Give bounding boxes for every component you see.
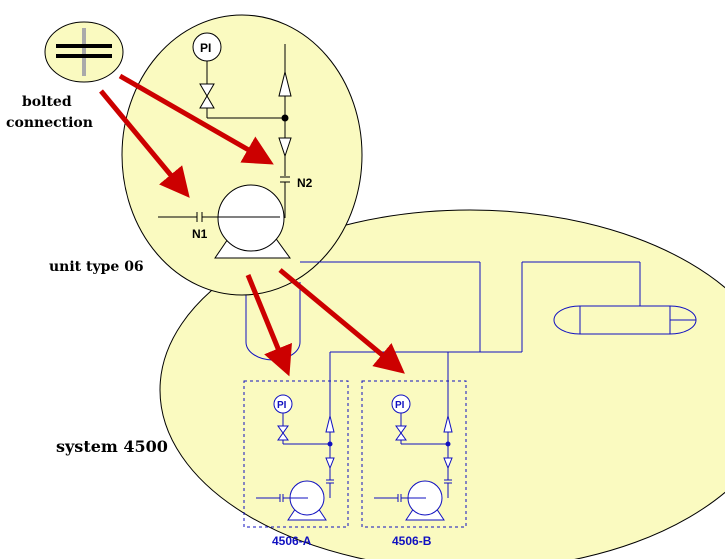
bolted-label-line1: bolted xyxy=(22,94,72,110)
bolted-connection-symbol xyxy=(44,21,124,83)
nozzle-n1-label: N1 xyxy=(192,227,208,241)
pi-b-label: PI xyxy=(395,400,405,411)
tank xyxy=(553,305,697,335)
nozzle-n2-label: N2 xyxy=(297,176,313,190)
system-piping xyxy=(300,261,641,416)
unit-a-schematic xyxy=(256,394,335,521)
arrow-to-unit-a xyxy=(245,274,292,377)
bolted-label-line2: connection xyxy=(6,115,93,131)
unit-type-label: unit type 06 xyxy=(49,259,144,275)
red-arrows xyxy=(99,73,405,377)
unit-b-schematic xyxy=(374,394,453,521)
system-label: system 4500 xyxy=(56,437,168,456)
unit-schematic xyxy=(158,32,292,259)
unit-a-box xyxy=(243,380,349,528)
arrow-to-n1 xyxy=(99,89,190,198)
pi-main-label: PI xyxy=(200,41,211,55)
unit-b-box xyxy=(361,380,467,528)
system-bubble xyxy=(159,209,725,559)
arrow-to-n2 xyxy=(118,73,274,165)
unit-b-label: 4506-B xyxy=(392,534,432,548)
arrow-to-unit-b xyxy=(278,268,405,374)
pi-a-label: PI xyxy=(277,400,287,411)
unit-a-label: 4506-A xyxy=(272,534,312,548)
